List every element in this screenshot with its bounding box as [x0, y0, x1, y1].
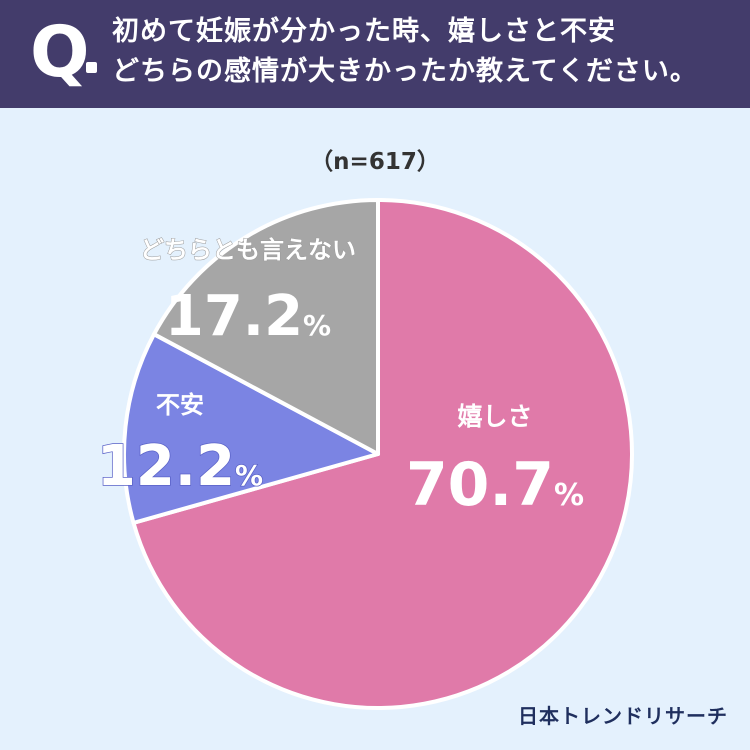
- q-dot-decoration: [86, 62, 97, 73]
- pie-slice-happy: [131, 198, 634, 710]
- pie-slice-anxious: [122, 332, 380, 525]
- question-line-2: どちらの感情が大きかったか教えてください。: [112, 56, 698, 87]
- slice-unit-anxious: %: [235, 459, 263, 492]
- pie-slice-neither: [152, 198, 380, 456]
- brand-logo: 日本トレンドリサーチ: [518, 704, 728, 728]
- sample-size: （n=617）: [310, 149, 440, 175]
- slice-label-anxious: 不安: [156, 391, 204, 419]
- question-text: 初めて妊娠が分かった時、嬉しさと不安 どちらの感情が大きかったか教えてください。: [112, 12, 742, 92]
- slice-label-happy: 嬉しさ: [457, 402, 532, 431]
- question-header: Q 初めて妊娠が分かった時、嬉しさと不安 どちらの感情が大きかったか教えてくださ…: [0, 0, 750, 108]
- question-line-1: 初めて妊娠が分かった時、嬉しさと不安: [112, 16, 616, 47]
- slice-unit-neither: %: [303, 309, 331, 342]
- slice-unit-happy: %: [554, 478, 584, 513]
- q-mark: Q: [30, 11, 90, 93]
- slice-label-neither: どちらとも言えない: [140, 236, 356, 264]
